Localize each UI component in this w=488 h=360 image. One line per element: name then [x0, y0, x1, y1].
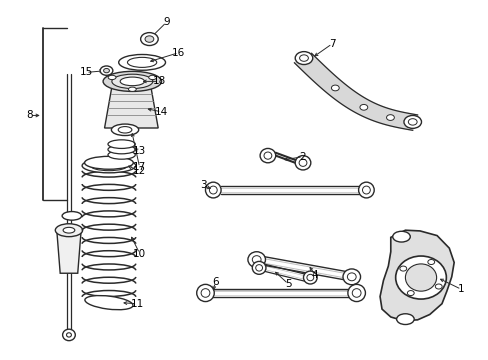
Ellipse shape — [82, 158, 136, 173]
Ellipse shape — [118, 127, 132, 133]
Text: 4: 4 — [311, 270, 318, 280]
Ellipse shape — [62, 212, 81, 220]
Ellipse shape — [112, 74, 153, 89]
Ellipse shape — [63, 227, 75, 233]
Ellipse shape — [392, 231, 409, 242]
Text: 1: 1 — [457, 284, 464, 294]
Ellipse shape — [247, 252, 265, 267]
Text: 5: 5 — [285, 279, 291, 289]
Ellipse shape — [407, 291, 413, 296]
Ellipse shape — [108, 150, 135, 159]
Ellipse shape — [403, 116, 421, 129]
Polygon shape — [294, 53, 417, 130]
Text: 14: 14 — [155, 107, 168, 117]
Ellipse shape — [346, 273, 355, 281]
Text: 2: 2 — [299, 152, 305, 162]
Ellipse shape — [209, 186, 217, 194]
Ellipse shape — [358, 182, 373, 198]
Ellipse shape — [434, 284, 441, 289]
Text: 15: 15 — [79, 67, 92, 77]
Ellipse shape — [196, 284, 214, 302]
Ellipse shape — [141, 33, 158, 45]
Polygon shape — [379, 230, 453, 320]
Ellipse shape — [299, 55, 308, 61]
Ellipse shape — [148, 75, 156, 80]
Ellipse shape — [359, 104, 367, 110]
Ellipse shape — [260, 148, 275, 163]
Ellipse shape — [264, 152, 271, 159]
Ellipse shape — [55, 224, 82, 237]
Ellipse shape — [66, 333, 71, 337]
Text: 18: 18 — [152, 76, 165, 86]
Ellipse shape — [108, 75, 116, 80]
Text: 10: 10 — [133, 248, 146, 258]
Ellipse shape — [103, 71, 161, 91]
Ellipse shape — [103, 68, 109, 73]
Ellipse shape — [120, 77, 144, 86]
Text: 8: 8 — [26, 111, 33, 121]
Ellipse shape — [407, 119, 416, 125]
Ellipse shape — [395, 256, 446, 299]
Ellipse shape — [405, 264, 436, 291]
Ellipse shape — [342, 269, 360, 285]
Text: 7: 7 — [328, 39, 335, 49]
Ellipse shape — [252, 261, 265, 274]
Ellipse shape — [399, 266, 406, 271]
Ellipse shape — [100, 66, 113, 75]
Polygon shape — [57, 230, 81, 273]
Ellipse shape — [306, 274, 313, 281]
Ellipse shape — [201, 289, 209, 297]
Text: 11: 11 — [130, 299, 143, 309]
Text: 17: 17 — [133, 162, 146, 172]
Text: 3: 3 — [199, 180, 206, 190]
Ellipse shape — [84, 156, 133, 169]
Ellipse shape — [331, 85, 339, 91]
Ellipse shape — [145, 36, 154, 42]
Ellipse shape — [295, 51, 312, 64]
Ellipse shape — [90, 161, 127, 171]
Ellipse shape — [108, 145, 135, 154]
Ellipse shape — [295, 156, 310, 170]
Ellipse shape — [427, 260, 434, 265]
Ellipse shape — [252, 256, 261, 264]
Ellipse shape — [351, 289, 360, 297]
Ellipse shape — [255, 265, 262, 271]
Ellipse shape — [108, 140, 135, 148]
Ellipse shape — [396, 314, 413, 324]
Ellipse shape — [386, 115, 393, 121]
Polygon shape — [104, 87, 158, 128]
Ellipse shape — [347, 284, 365, 302]
Text: 13: 13 — [133, 146, 146, 156]
Ellipse shape — [62, 329, 75, 341]
Ellipse shape — [128, 87, 136, 91]
Ellipse shape — [299, 159, 306, 166]
Ellipse shape — [127, 57, 157, 67]
Ellipse shape — [119, 54, 165, 70]
Text: 16: 16 — [172, 48, 185, 58]
Ellipse shape — [362, 186, 369, 194]
Text: 6: 6 — [211, 277, 218, 287]
Ellipse shape — [85, 296, 133, 310]
Text: 9: 9 — [163, 17, 169, 27]
Text: 12: 12 — [133, 166, 146, 176]
Ellipse shape — [205, 182, 221, 198]
Ellipse shape — [303, 271, 317, 284]
Ellipse shape — [111, 124, 139, 135]
